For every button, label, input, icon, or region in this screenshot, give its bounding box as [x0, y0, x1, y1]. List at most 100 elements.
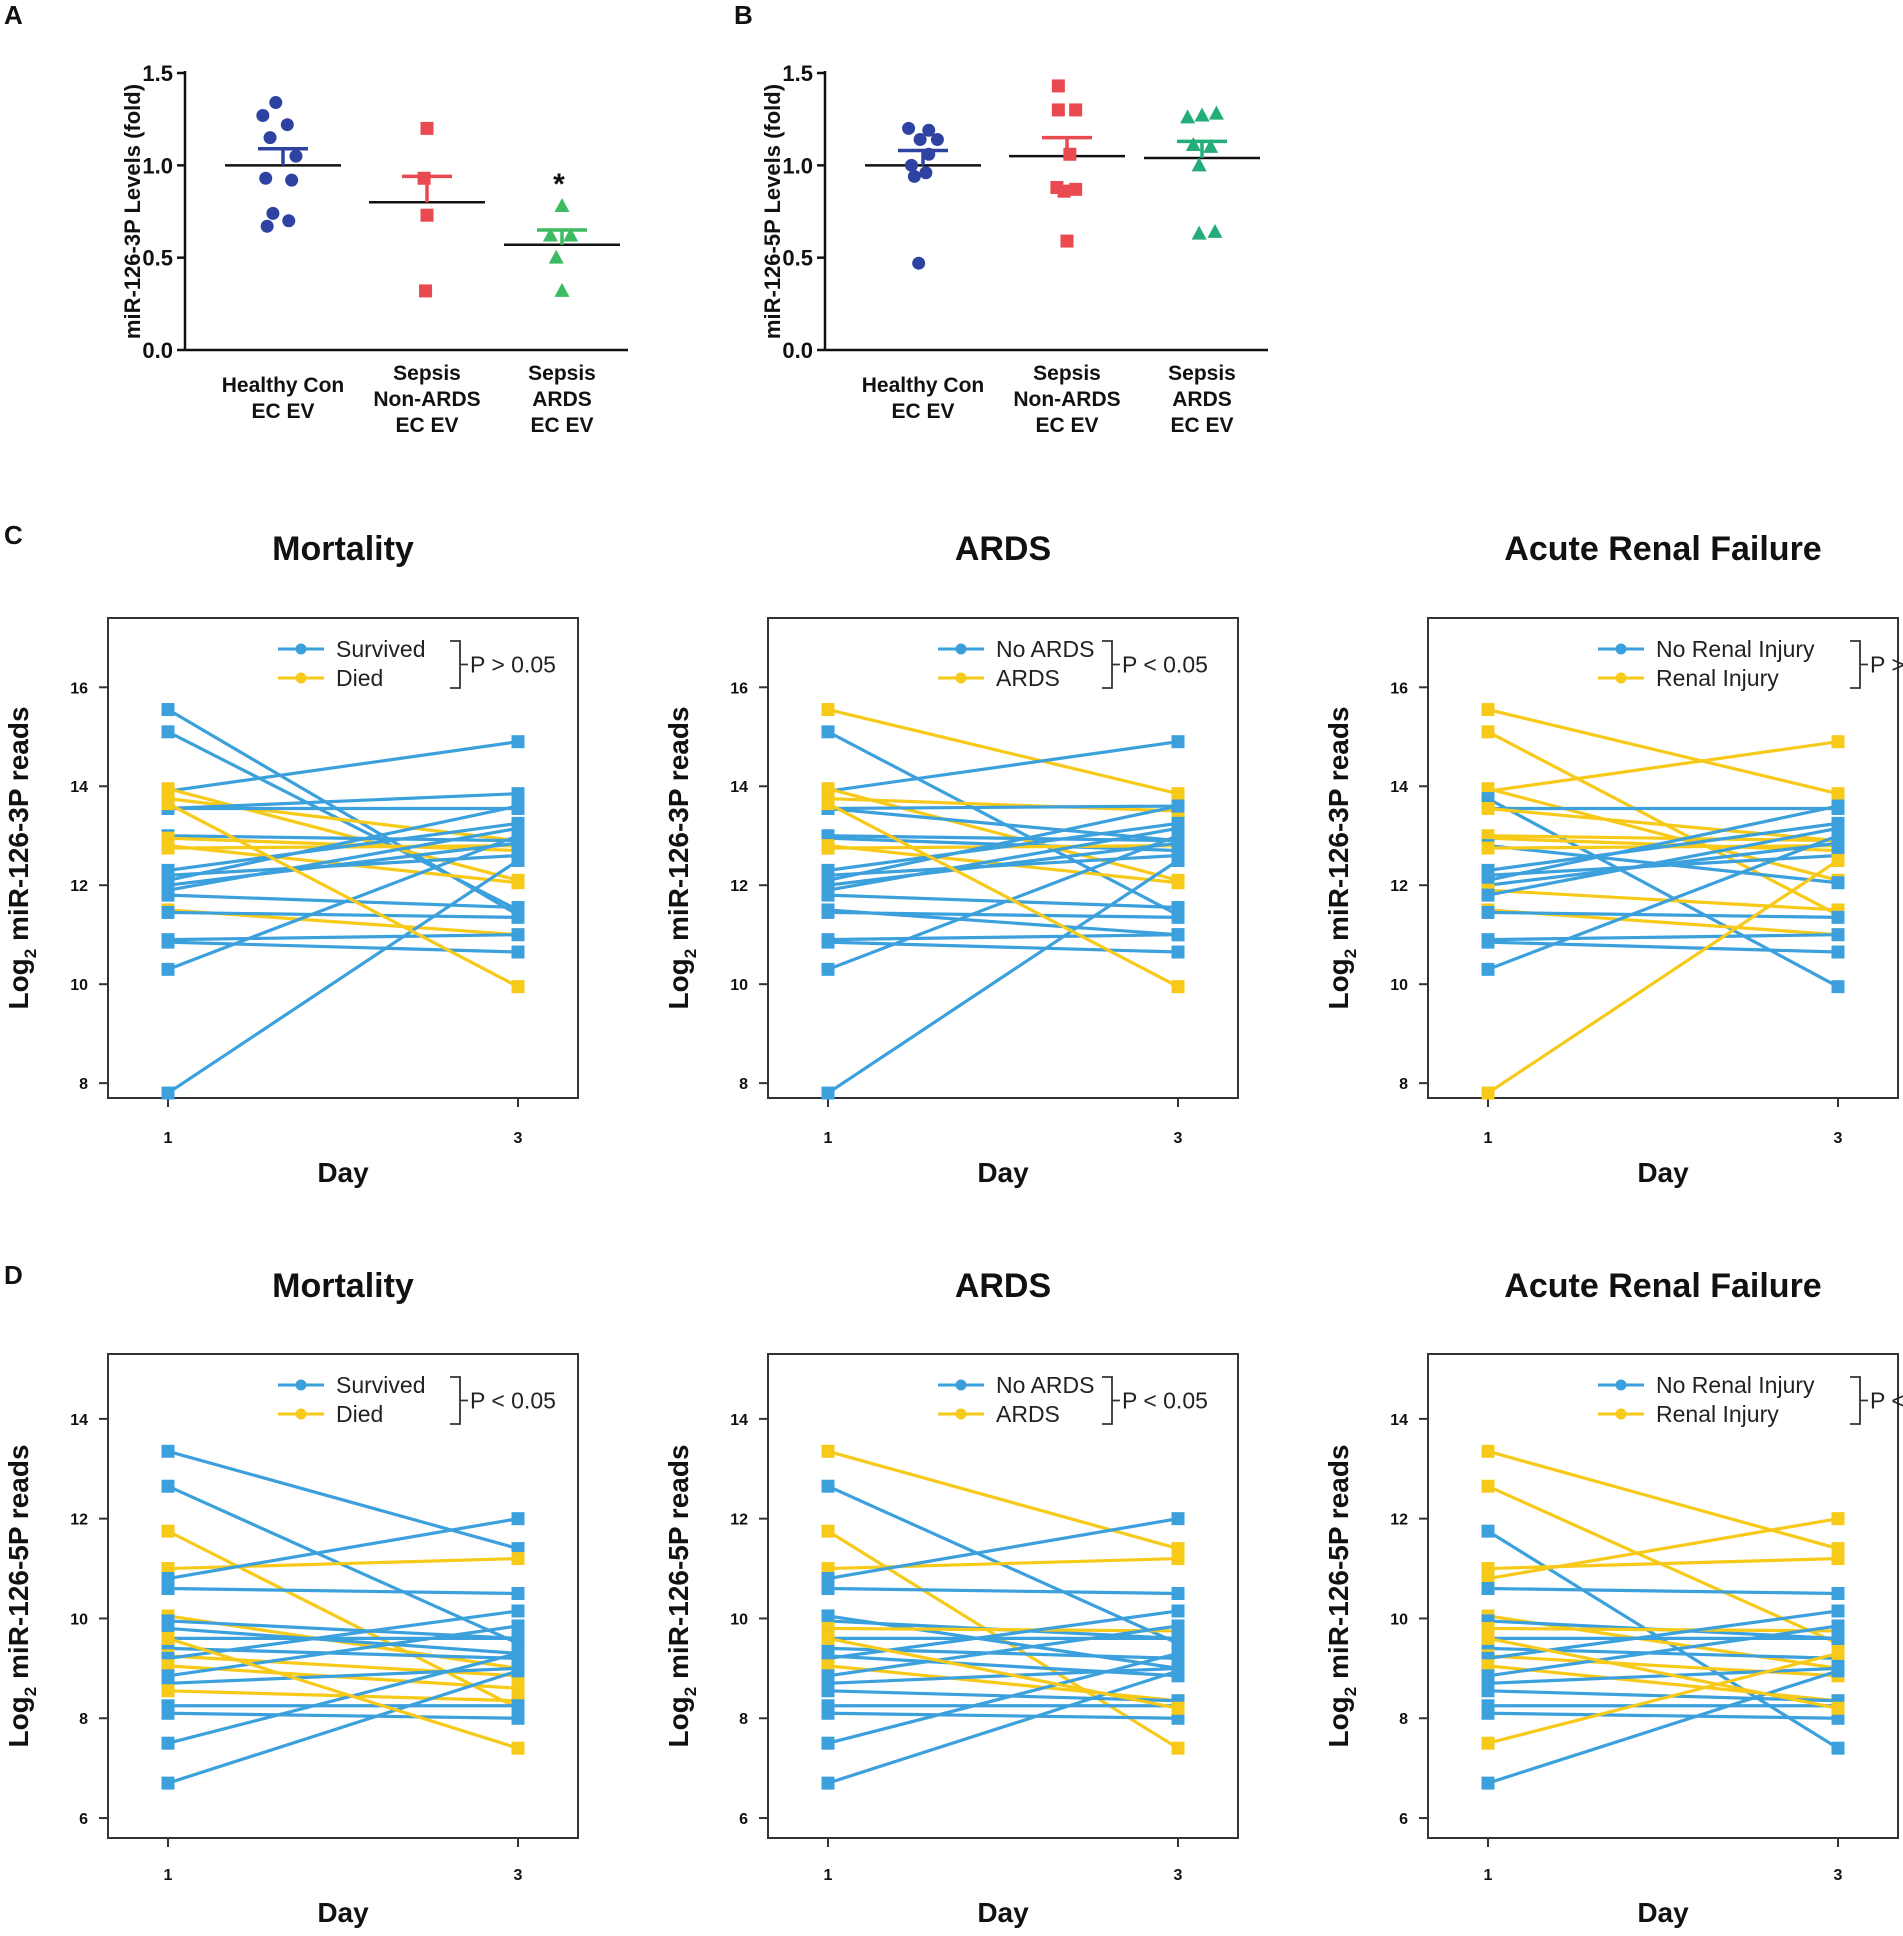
panel-c-subplot-2-point [1171, 799, 1185, 813]
panel-d-subplot-3-y-tick-label: 12 [1390, 1512, 1408, 1529]
panel-b-point [913, 132, 927, 146]
panel-d-subplot-2-point [1171, 1701, 1185, 1715]
panel-d-subplot-2-point [1171, 1664, 1185, 1678]
panel-d-subplot-3-point [1481, 1444, 1495, 1458]
panel-d-subplot-1-y-tick-label: 10 [70, 1611, 88, 1628]
panel-d-subplot-1-point [161, 1479, 175, 1493]
panel-d-subplot-1-legend-label-2: Died [336, 1401, 383, 1427]
panel-d-subplot-2-point [1171, 1646, 1185, 1660]
panel-d-subplot-2-y-tick-label: 6 [739, 1811, 748, 1828]
panel-d-subplot-3-x-tick-label: 1 [1484, 1867, 1493, 1884]
panel-d-subplot-1-point [511, 1681, 525, 1695]
panel-d-subplot-3-legend-label-2: Renal Injury [1656, 1401, 1779, 1427]
panel-a-point [289, 149, 303, 163]
panel-d-subplot-3-legend-bracket [1850, 1376, 1868, 1425]
panel-d-subplot-1-frame [107, 1353, 579, 1839]
panel-c-subplot-2-y-axis-label: Log2 miR-126-3P reads [663, 706, 700, 1009]
panel-a-category-label: Sepsis [528, 362, 596, 385]
panel-d-subplot-1-point [511, 1631, 525, 1645]
panel-d-subplot-2-point [821, 1706, 835, 1720]
panel-a-point [420, 208, 434, 222]
panel-c-subplot-2-point [1171, 876, 1185, 890]
panel-c-subplot-1-point [511, 876, 525, 890]
panel-c-subplot-2-point [821, 905, 835, 919]
panel-label-c: C [4, 520, 23, 550]
panel-d-subplot-3-series-line [1487, 1711, 1839, 1720]
panel-c-subplot-1-point [511, 928, 525, 942]
panel-d-subplot-3-series-line [1487, 1517, 1839, 1581]
panel-c-subplot-3-point [1481, 782, 1495, 796]
panel-d-subplot-2-point [821, 1621, 835, 1635]
panel-d-subplot-2-legend-label-2: ARDS [996, 1401, 1060, 1427]
panel-a-point [285, 173, 299, 187]
panel-d-subplot-2-series-line [827, 1626, 1179, 1633]
panel-c-subplot-3-point [1481, 802, 1495, 816]
panel-c-subplot-1-series-line [167, 802, 519, 989]
panel-b-point [1194, 107, 1210, 122]
panel-b-point [1191, 225, 1207, 240]
panel-d-subplot-2-point [821, 1631, 835, 1645]
panel-d-subplot-3-point [1481, 1621, 1495, 1635]
panel-c-subplot-3-point [1831, 945, 1845, 959]
panel-d-subplot-1-point [511, 1587, 525, 1601]
panel-c-subplot-2-y-tick-label: 12 [730, 878, 748, 895]
panel-c-subplot-3-point [1831, 980, 1845, 994]
panel-c-subplot-1-title: Mortality [272, 530, 414, 568]
panel-a-point [419, 284, 433, 298]
panel-d-subplot-1-series-line [167, 1556, 519, 1571]
panel-d-subplot-1-point [161, 1582, 175, 1596]
panel-c-subplot-3-series-line [1487, 834, 1839, 971]
panel-d-subplot-3-legend-label-1: No Renal Injury [1656, 1372, 1815, 1398]
panel-d-subplot-3-point [1481, 1631, 1495, 1645]
panel-d-subplot-2-point [821, 1582, 835, 1596]
panel-c-subplot-1-point [511, 853, 525, 867]
panel-d-subplot-1-y-tick-label: 12 [70, 1512, 88, 1529]
panel-d-subplot-1-series-line [167, 1654, 519, 1678]
panel-c-subplot-1-point [161, 797, 175, 811]
panel-d-subplot-1-series-line [167, 1666, 519, 1685]
panel-c-subplot-3-series-line [1487, 910, 1839, 919]
panel-c-subplot-1-point [511, 900, 525, 914]
panel-d-subplot-2-series-line [827, 1651, 1179, 1745]
panel-c-subplot-3-series-line [1487, 787, 1839, 882]
panel-a-point [263, 131, 277, 145]
panel-d-subplot-3-series-line [1487, 1636, 1839, 1710]
panel-c-subplot-3-point [1831, 829, 1845, 843]
panel-d-subplot-2-point [821, 1684, 835, 1698]
panel-c-subplot-2-series-line [827, 834, 1179, 971]
panel-d-subplot-2-legend-bracket [1102, 1376, 1120, 1425]
panel-c-subplot-3-series-line [1487, 826, 1839, 897]
panel-c-subplot-2-series-line [827, 940, 1179, 954]
panel-d-subplot-1-x-tick-label: 1 [164, 1867, 173, 1884]
panel-d-subplot-3-point [1481, 1572, 1495, 1586]
panel-c-subplot-1-series-line [167, 826, 519, 892]
panel-d-subplot-2-series-line [827, 1556, 1179, 1571]
panel-a-point [417, 171, 431, 185]
panel-c-subplot-1-point [161, 905, 175, 919]
panel-d-subplot-3-series-line [1487, 1586, 1839, 1596]
panel-d-subplot-3-point [1481, 1736, 1495, 1750]
panel-d: Mortality 6 8 10 12 14 1 3 Day Log2 miR-126-5P re… [3, 1267, 1903, 1928]
panel-d-subplot-3-series-line [1487, 1689, 1839, 1703]
panel-a-point [563, 227, 579, 242]
panel-c-subplot-2-series-line [827, 859, 1179, 1095]
panel-d-subplot-3-point [1831, 1552, 1845, 1566]
panel-d-subplot-2-point [1171, 1619, 1185, 1633]
panel-d-subplot-1-series-line [167, 1609, 519, 1660]
panel-c-subplot-3-series-line [1487, 933, 1839, 942]
panel-a-y-tick-label: 1.5 [142, 61, 173, 86]
panel-d-subplot-3-y-tick-label: 14 [1390, 1412, 1408, 1429]
panel-d-subplot-3-y-axis-label: Log2 miR-126-5P reads [1323, 1444, 1360, 1747]
panel-c-subplot-3-series-line [1487, 707, 1839, 796]
panel-c-subplot-3-point [1831, 876, 1845, 890]
panel-c-subplot-1-y-tick-label: 16 [70, 680, 88, 697]
panel-d-subplot-1-series-line [167, 1669, 519, 1785]
panel-c-subplot-3-series-line [1487, 888, 1839, 912]
panel-d-subplot-1-point [161, 1562, 175, 1576]
panel-d-subplot-3-point [1831, 1542, 1845, 1556]
panel-a-category-label: ARDS [532, 388, 592, 411]
panel-b-point [1051, 79, 1065, 93]
panel-d-subplot-2-title: ARDS [955, 1267, 1051, 1305]
panel-c-subplot-1-legend-label-2: Died [336, 665, 383, 691]
